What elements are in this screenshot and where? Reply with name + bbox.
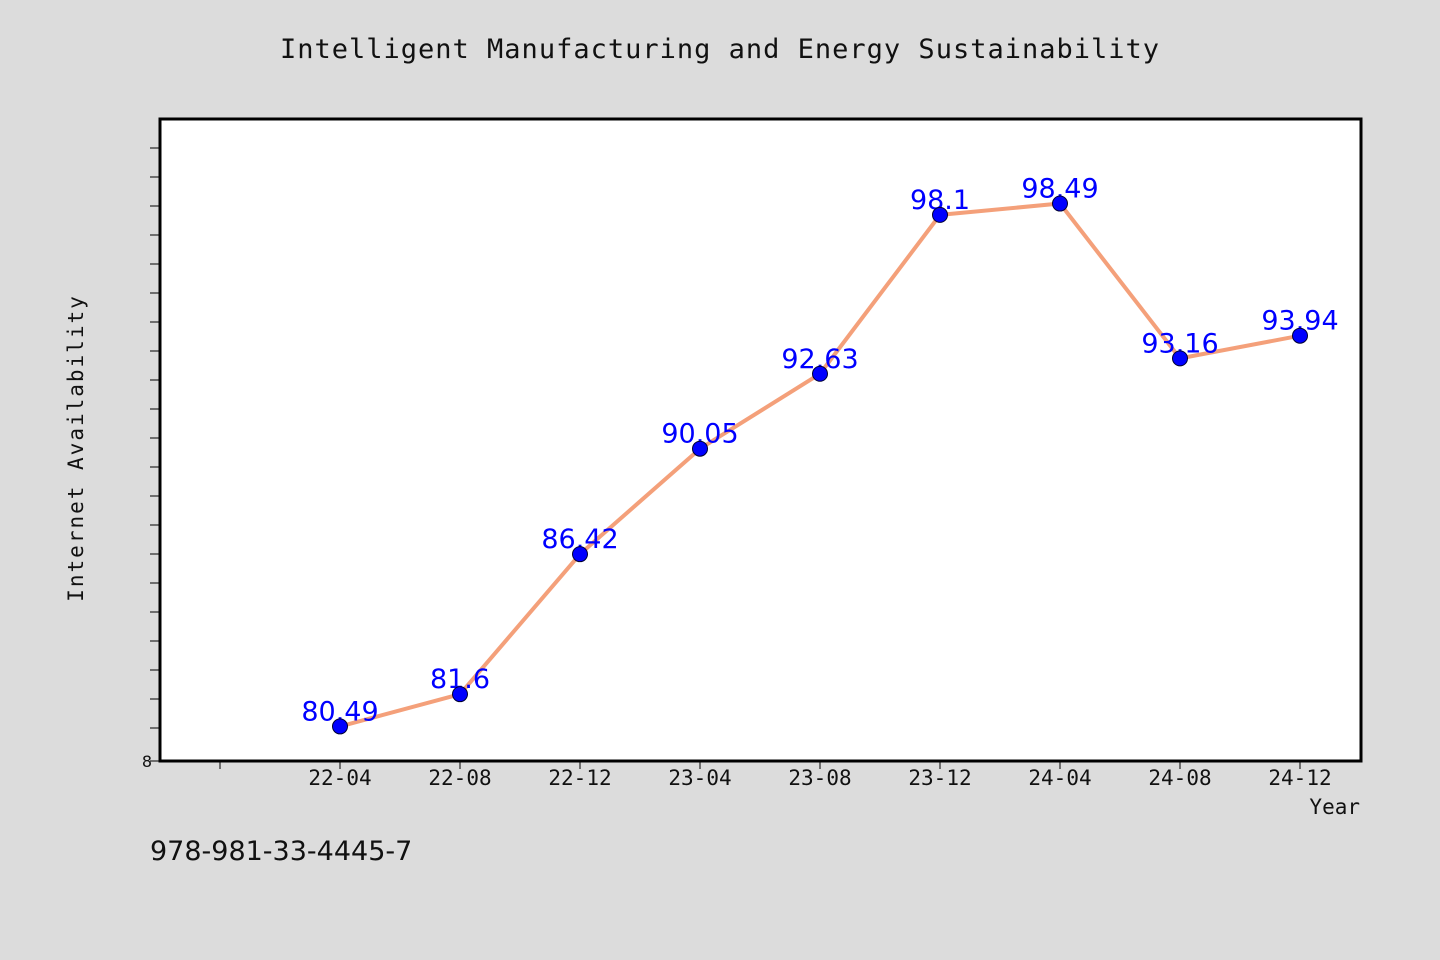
data-point bbox=[452, 686, 468, 703]
data-points bbox=[332, 195, 1308, 735]
data-point bbox=[572, 546, 588, 563]
x-tick-label: 22-08 bbox=[428, 766, 491, 790]
x-tick-label: 23-04 bbox=[668, 766, 731, 790]
data-point bbox=[332, 718, 348, 735]
y-tick-labels: 8 bbox=[142, 752, 152, 771]
x-tick-labels: 22-04 22-08 22-12 23-04 23-08 23-12 24-04 24-08… bbox=[308, 766, 1331, 790]
x-tick-label: 23-12 bbox=[908, 766, 971, 790]
x-tick-label: 23-08 bbox=[788, 766, 851, 790]
data-point bbox=[812, 365, 828, 382]
data-point bbox=[932, 206, 948, 223]
data-point bbox=[692, 440, 708, 457]
plot-area bbox=[158, 117, 1363, 763]
x-tick-label: 22-12 bbox=[548, 766, 611, 790]
data-point bbox=[1052, 195, 1068, 212]
data-point bbox=[1172, 350, 1188, 367]
x-axis-label: Year bbox=[1309, 795, 1360, 819]
chart-title: Intelligent Manufacturing and Energy Sus… bbox=[279, 34, 1161, 65]
data-point bbox=[1292, 327, 1308, 344]
y-tick-label: 8 bbox=[142, 752, 152, 771]
x-tick-label: 24-08 bbox=[1148, 766, 1211, 790]
x-tick-label: 24-12 bbox=[1268, 766, 1331, 790]
axis-ticks bbox=[150, 147, 1301, 769]
isbn-text: 978-981-33-4445-7 bbox=[150, 836, 413, 867]
x-tick-label: 24-04 bbox=[1028, 766, 1091, 790]
x-tick-label: 22-04 bbox=[308, 766, 371, 790]
